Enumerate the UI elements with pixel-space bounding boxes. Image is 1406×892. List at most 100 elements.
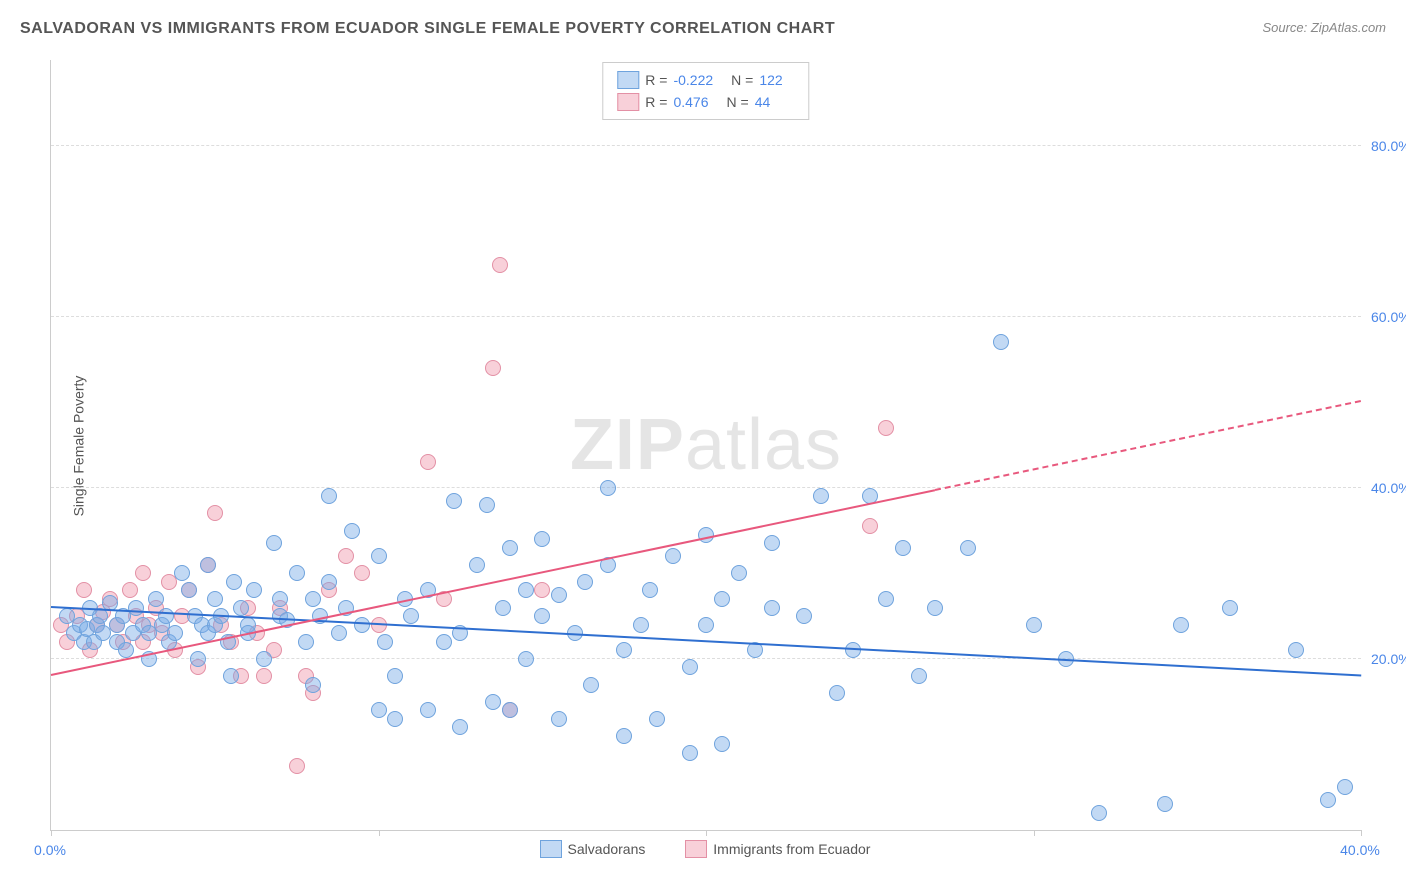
swatch-ecuadorans [685,840,707,858]
x-tick-label: 40.0% [1340,842,1380,858]
y-tick-label: 40.0% [1371,480,1406,496]
scatter-point [207,591,223,607]
scatter-point [377,634,393,650]
scatter-point [452,719,468,735]
scatter-point [436,634,452,650]
scatter-point [387,711,403,727]
scatter-point [1026,617,1042,633]
scatter-point [495,600,511,616]
legend-label-salvadorans: Salvadorans [568,841,646,857]
gridline [51,145,1361,146]
scatter-point [266,535,282,551]
scatter-point [403,608,419,624]
chart-area: ZIPatlas R = -0.222 N = 122 R = 0.476 N … [50,60,1360,830]
scatter-point [1320,792,1336,808]
legend-label-ecuadorans: Immigrants from Ecuador [713,841,870,857]
scatter-point [895,540,911,556]
n-label: N = [731,69,753,91]
scatter-point [76,582,92,598]
scatter-point [534,531,550,547]
scatter-point [207,505,223,521]
scatter-point [878,591,894,607]
scatter-point [354,565,370,581]
scatter-point [1337,779,1353,795]
y-tick-label: 60.0% [1371,309,1406,325]
r-value-ecuadorans: 0.476 [673,91,708,113]
scatter-point [1222,600,1238,616]
scatter-point [845,642,861,658]
n-value-salvadorans: 122 [759,69,782,91]
scatter-point [682,659,698,675]
scatter-point [371,702,387,718]
scatter-point [122,582,138,598]
scatter-point [927,600,943,616]
x-tick-mark [51,830,52,836]
scatter-point [492,257,508,273]
scatter-point [479,497,495,513]
scatter-point [135,565,151,581]
x-tick-label: 0.0% [34,842,66,858]
scatter-point [1157,796,1173,812]
scatter-point [518,582,534,598]
trendline-extrapolated [935,400,1361,491]
r-label: R = [645,91,667,113]
swatch-ecuadorans [617,93,639,111]
scatter-point [420,454,436,470]
swatch-salvadorans [540,840,562,858]
legend-row-ecuadorans: R = 0.476 N = 44 [617,91,794,113]
scatter-point [583,677,599,693]
scatter-point [226,574,242,590]
scatter-point [371,548,387,564]
scatter-point [148,591,164,607]
scatter-point [665,548,681,564]
y-tick-label: 20.0% [1371,651,1406,667]
scatter-point [485,694,501,710]
scatter-point [616,728,632,744]
scatter-point [502,702,518,718]
scatter-point [616,642,632,658]
scatter-point [174,565,190,581]
scatter-point [289,758,305,774]
scatter-point [649,711,665,727]
scatter-point [1091,805,1107,821]
scatter-point [190,651,206,667]
gridline [51,316,1361,317]
scatter-point [813,488,829,504]
gridline [51,658,1361,659]
scatter-point [420,702,436,718]
scatter-point [518,651,534,667]
scatter-point [534,582,550,598]
scatter-point [289,565,305,581]
scatter-point [911,668,927,684]
scatter-point [796,608,812,624]
r-label: R = [645,69,667,91]
scatter-point [223,668,239,684]
scatter-point [446,493,462,509]
chart-title: SALVADORAN VS IMMIGRANTS FROM ECUADOR SI… [20,20,835,38]
n-label: N = [727,91,749,113]
scatter-point [993,334,1009,350]
scatter-point [633,617,649,633]
plot-region: ZIPatlas R = -0.222 N = 122 R = 0.476 N … [50,60,1361,831]
scatter-point [485,360,501,376]
source-label: Source: ZipAtlas.com [1262,20,1386,35]
r-value-salvadorans: -0.222 [673,69,713,91]
scatter-point [128,600,144,616]
series-legend: Salvadorans Immigrants from Ecuador [50,840,1360,861]
scatter-point [167,625,183,641]
scatter-point [764,600,780,616]
x-tick-mark [706,830,707,836]
watermark: ZIPatlas [570,404,842,486]
scatter-point [298,634,314,650]
scatter-point [502,540,518,556]
scatter-point [256,651,272,667]
scatter-point [577,574,593,590]
scatter-point [551,711,567,727]
n-value-ecuadorans: 44 [755,91,771,113]
y-tick-label: 80.0% [1371,138,1406,154]
scatter-point [200,557,216,573]
scatter-point [642,582,658,598]
swatch-salvadorans [617,71,639,89]
scatter-point [181,582,197,598]
scatter-point [551,587,567,603]
